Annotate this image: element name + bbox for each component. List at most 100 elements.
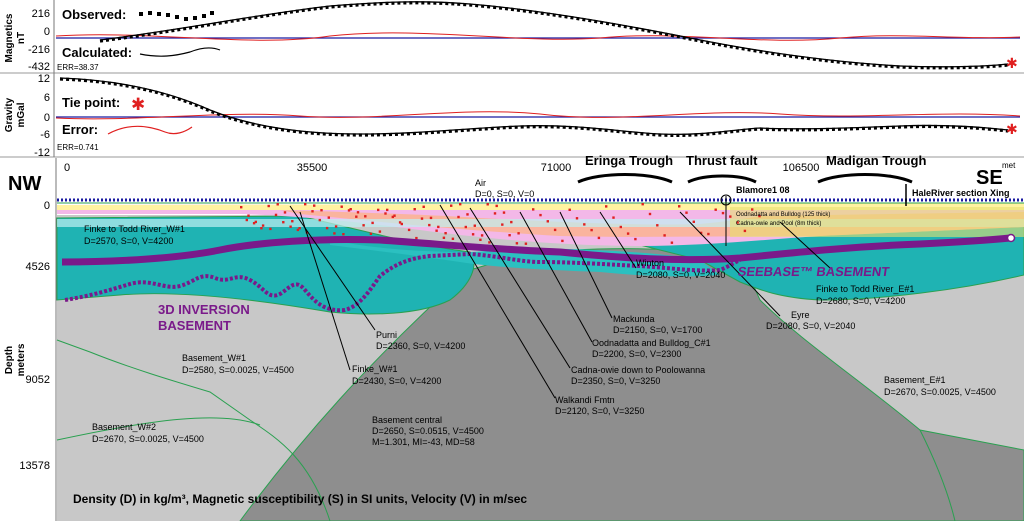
xing-label: HaleRiver section Xing [912,188,1010,198]
tick-label: 6 [44,92,50,104]
vertex-marker [384,212,387,215]
vertex-marker [261,224,265,227]
body-params-label: D=2150, S=0, V=1700 [613,325,702,335]
vertex-marker [386,208,389,212]
layer-label: Cadna-owie and Pool (8m thick) [736,221,821,227]
vertex-marker [605,205,608,208]
vertex-marker [364,215,367,218]
vertex-marker [450,204,453,207]
body-name-label: Eyre [791,310,810,320]
vertex-marker [428,223,431,227]
body-params-label: D=2680, S=0, V=4200 [816,296,905,306]
eyre-body[interactable] [57,219,1024,227]
vertex-marker [282,221,285,224]
vertex-marker [597,236,601,240]
well-symbol[interactable] [720,194,732,206]
body-params-label: D=2650, S=0.0515, V=4500 [372,426,484,436]
tick-label: 71000 [541,162,572,174]
vertex-marker [539,213,542,217]
distance-unit-label: met [1002,161,1016,170]
vertex-marker [634,237,637,241]
tick-label: 0 [44,112,50,124]
well-label: Blamore1 08 [736,185,790,195]
depth-axis-title: Depth [4,346,15,374]
depth-ticks: 0 4526 9052 13578 [19,200,50,472]
vertex-marker [590,228,593,232]
vertex-marker [743,229,747,233]
body-params-label: D=2080, S=0, V=2040 [766,321,855,331]
vertex-marker [663,234,666,237]
tick-label: 4526 [26,261,50,273]
vertex-marker [678,205,681,208]
vertex-marker [371,221,374,225]
legend-error-label: Error: [62,122,98,137]
vertex-marker [420,217,424,220]
vertex-marker [510,220,513,224]
magnetics-observed-points [99,1,1009,70]
vertex-marker [289,225,292,228]
vertex-marker [267,204,270,208]
madigan-layers[interactable] [730,207,1024,237]
vertex-marker [347,209,351,212]
vertex-marker [714,208,717,211]
gravity-panel[interactable] [0,73,1024,157]
magnetics-error-line [55,32,1021,41]
eringa-trough-label: Eringa Trough [585,153,673,168]
vertex-marker [493,212,497,215]
vertex-marker [413,208,416,211]
vertex-marker [656,224,659,227]
vertex-marker [517,232,520,235]
vertex-marker [415,236,418,240]
body-params-label: D=2360, S=0, V=4200 [376,341,465,351]
madigan-trough-brace [817,173,913,184]
cadna-owie-body[interactable] [330,240,720,277]
vertex-marker [269,227,272,231]
vertex-marker [304,203,307,206]
basement-central-body[interactable] [239,248,1024,521]
body-params-label: D=2080, S=0, V=2040 [636,270,725,280]
magnetics-error-value: ERR=38.37 [57,63,99,72]
vertex-marker [296,228,300,232]
vertex-marker [407,228,411,232]
vertex-marker [252,222,256,225]
vertex-marker [444,232,447,235]
vertex-marker [583,223,586,226]
vertex-marker [473,224,476,227]
vertex-marker [488,241,491,244]
vertex-marker [495,204,498,208]
magnetics-axis-title: Magnetics [4,13,15,62]
madigan-trough-label: Madigan Trough [826,153,926,168]
vertex-marker [515,242,519,245]
tick-label: -12 [34,147,50,159]
tick-label: 106500 [783,162,820,174]
legend-error-symbol [107,125,193,135]
vertex-marker [442,236,446,239]
vertex-marker [318,218,321,222]
tick-label: 12 [38,73,50,85]
vertex-marker [342,233,345,236]
inversion-label-line2: BASEMENT [158,318,231,333]
layer-label: Oodnadatta and Bulldog (125 thick) [736,212,830,218]
vertex-marker [276,203,279,206]
inversion-basement-line [64,251,741,313]
distance-ticks: 0 35500 71000 106500 [64,162,819,174]
body-name-label: Finke to Todd River_E#1 [816,284,914,294]
tick-label: 216 [32,8,50,20]
vertex-marker [283,211,287,214]
tick-label: 35500 [297,162,328,174]
vertex-marker [398,221,402,224]
vertex-marker [362,224,365,227]
vertex-marker [369,232,373,235]
vertex-marker [340,205,343,208]
gravity-ticks: 12 6 0 -6 -12 [34,73,50,159]
body-params-label: M=1.301, MI=-43, MD=58 [372,437,475,447]
vertex-marker [437,225,440,229]
magnetics-axis-line1: Magnetics [4,13,15,62]
body-params-label: D=2670, S=0.0025, V=4500 [92,434,204,444]
basement-boundary [919,429,956,521]
gravity-axis-title: Gravity [4,97,15,132]
body-name-label: Mackunda [613,314,655,324]
vertex-marker [466,213,469,216]
